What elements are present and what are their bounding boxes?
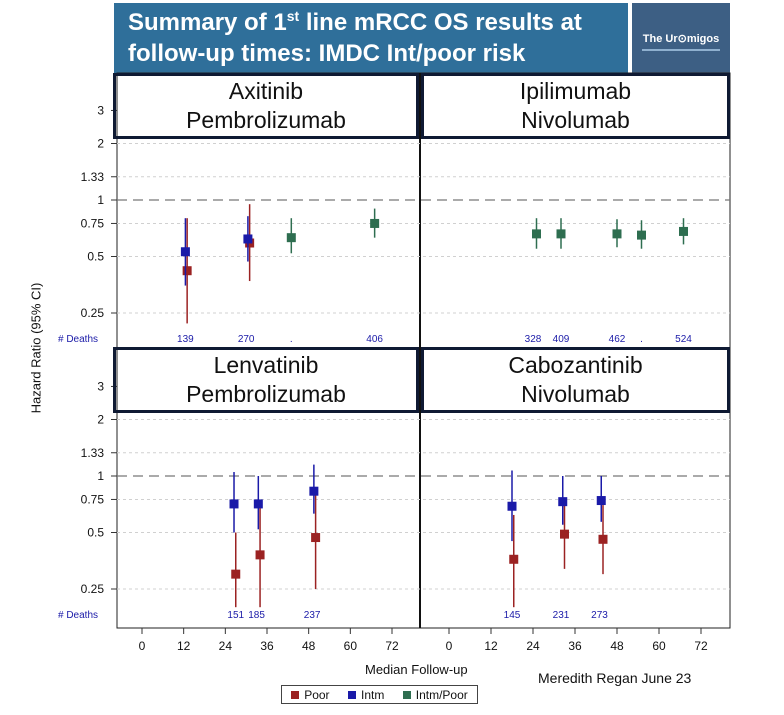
hr-point-poor <box>560 529 569 539</box>
title-banner <box>114 3 628 73</box>
hr-point-intm <box>507 501 517 511</box>
x-axis-title: Median Follow-up <box>365 662 468 677</box>
legend-item-poor: Poor <box>291 687 330 702</box>
hr-point-poor <box>598 534 608 544</box>
y-tick-label: 0.75 <box>81 216 105 230</box>
panel-header-axitinib-pembrolizumab: Axitinib Pembrolizumab <box>113 73 419 139</box>
deaths-count: 231 <box>553 610 570 621</box>
author-credit: Meredith Regan June 23 <box>538 670 692 686</box>
hr-point-poor <box>182 266 192 276</box>
y-tick-label: 0.75 <box>81 492 105 506</box>
y-tick-label: 2 <box>97 413 104 427</box>
deaths-row-label: # Deaths <box>58 610 98 621</box>
panel-title: Ipilimumab Nivolumab <box>519 78 632 133</box>
x-tick-label: 48 <box>610 639 624 653</box>
hr-point-intm-poor <box>556 229 566 239</box>
panel-header-ipilimumab-nivolumab: Ipilimumab Nivolumab <box>421 73 730 139</box>
hr-point-intm <box>253 499 263 509</box>
deaths-count: 145 <box>504 610 521 621</box>
hr-point-intm-poor <box>637 230 646 240</box>
y-tick-label: 1 <box>97 193 104 207</box>
y-tick-label: 0.25 <box>81 582 105 596</box>
hr-point-intm-poor <box>532 229 541 239</box>
hr-point-intm-poor <box>612 229 622 239</box>
hr-point-intm-poor <box>370 218 380 228</box>
deaths-row-label: # Deaths <box>58 334 98 345</box>
y-tick-label: 1.33 <box>81 170 105 184</box>
panel-title: Lenvatinib Pembrolizumab <box>186 352 346 407</box>
title-line1-post: line mRCC OS results at <box>299 9 582 36</box>
x-tick-label: 36 <box>568 639 582 653</box>
deaths-count: 409 <box>553 334 570 345</box>
legend-item-intm: Intm <box>347 687 385 702</box>
hr-point-intm <box>309 486 319 496</box>
y-tick-label: 3 <box>97 379 104 393</box>
deaths-count: 151 <box>227 610 244 621</box>
logo-underline <box>642 49 720 51</box>
hr-point-poor <box>231 569 241 579</box>
legend-item-intm-poor: Intm/Poor <box>402 687 468 702</box>
panel-title: Axitinib Pembrolizumab <box>186 78 346 133</box>
x-tick-label: 24 <box>219 639 233 653</box>
title-line1-sup: st <box>286 8 300 24</box>
hr-point-intm <box>229 499 239 509</box>
x-tick-label: 36 <box>260 639 274 653</box>
uromigos-logo: The Ur⊙migos <box>632 3 730 73</box>
legend-swatch-intm-poor <box>402 690 411 699</box>
deaths-count: 406 <box>366 334 383 345</box>
hr-point-intm <box>558 497 568 507</box>
hr-point-intm <box>243 234 253 244</box>
legend-swatch-intm <box>347 690 356 699</box>
deaths-count: . <box>640 334 643 345</box>
panel-header-cabozantinib-nivolumab: Cabozantinib Nivolumab <box>421 347 730 413</box>
y-tick-label: 0.5 <box>87 526 104 540</box>
hr-point-poor <box>255 550 265 560</box>
legend-label-intm: Intm <box>360 687 385 702</box>
x-tick-label: 12 <box>484 639 498 653</box>
x-tick-label: 72 <box>385 639 399 653</box>
x-tick-label: 0 <box>139 639 146 653</box>
logo-text: The Ur⊙migos <box>642 33 720 45</box>
hr-point-intm-poor <box>286 233 296 243</box>
deaths-count: 273 <box>591 610 608 621</box>
legend-label-poor: Poor <box>304 687 330 702</box>
deaths-count: 462 <box>609 334 626 345</box>
deaths-count: 328 <box>525 334 542 345</box>
y-tick-label: 2 <box>97 137 104 151</box>
x-tick-label: 12 <box>177 639 191 653</box>
deaths-count: . <box>290 334 293 345</box>
y-axis-title: Hazard Ratio (95% CI) <box>28 282 44 414</box>
x-tick-label: 72 <box>694 639 708 653</box>
hr-point-poor <box>311 533 321 543</box>
y-tick-label: 1.33 <box>81 446 105 460</box>
panel-title: Cabozantinib Nivolumab <box>508 352 643 407</box>
hr-point-intm <box>180 247 190 257</box>
slide-title: Summary of 1st line mRCC OS results at f… <box>128 7 628 69</box>
x-tick-label: 24 <box>526 639 540 653</box>
hr-point-intm-poor <box>679 226 688 236</box>
deaths-count: 237 <box>304 610 321 621</box>
deaths-count: 139 <box>177 334 194 345</box>
panel-header-lenvatinib-pembrolizumab: Lenvatinib Pembrolizumab <box>113 347 419 413</box>
deaths-count: 524 <box>675 334 692 345</box>
legend: Poor Intm Intm/Poor <box>281 685 478 704</box>
y-tick-label: 0.5 <box>87 250 104 264</box>
y-tick-label: 0.25 <box>81 306 105 320</box>
x-tick-label: 0 <box>446 639 453 653</box>
x-tick-label: 48 <box>302 639 316 653</box>
y-tick-label: 3 <box>97 103 104 117</box>
title-line1-pre: Summary of 1 <box>128 9 287 36</box>
hr-point-intm <box>596 496 606 506</box>
deaths-count: 185 <box>248 610 265 621</box>
title-line2: follow-up times: IMDC Int/poor risk <box>128 40 526 67</box>
y-tick-label: 1 <box>97 469 104 483</box>
x-tick-label: 60 <box>652 639 666 653</box>
legend-swatch-poor <box>291 690 300 699</box>
deaths-count: 270 <box>238 334 255 345</box>
hr-point-poor <box>509 554 519 564</box>
x-tick-label: 60 <box>344 639 358 653</box>
legend-label-intm-poor: Intm/Poor <box>415 687 468 702</box>
